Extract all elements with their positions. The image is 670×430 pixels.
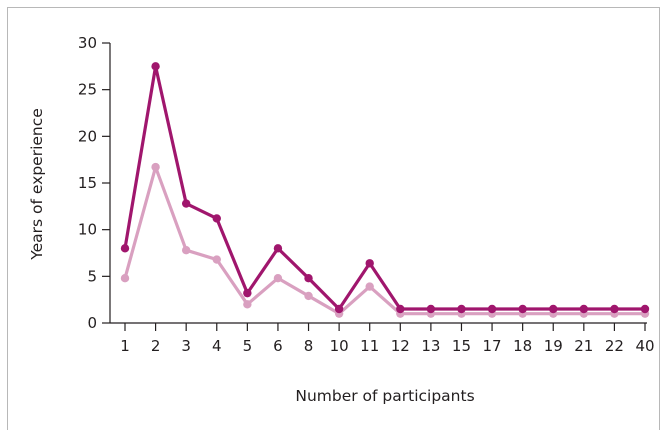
x-tick-label: 4: [212, 337, 222, 355]
y-tick-label: 30: [78, 34, 97, 52]
chart-frame: [7, 7, 660, 430]
data-point: [304, 274, 313, 283]
x-axis: 1 2 3 4 5 6 8 10 11 12 13 15 17 18 19 21 22 40: [110, 322, 655, 355]
data-point: [181, 246, 191, 255]
data-point: [518, 304, 527, 314]
x-axis-title: Number of participants: [295, 387, 474, 405]
y-tick-label: 10: [78, 221, 97, 239]
y-tick-label: 20: [78, 127, 97, 145]
data-point: [151, 162, 160, 172]
data-point: [579, 304, 589, 314]
x-tick-label: 10: [330, 337, 349, 355]
y-tick-label: 15: [78, 174, 97, 192]
y-tick-label: 25: [78, 81, 97, 99]
x-tick-label: 8: [304, 337, 314, 355]
series-2: [120, 162, 650, 318]
y-tick-label: 5: [87, 267, 97, 285]
x-tick-label: 21: [574, 337, 593, 355]
y-tick-label: 0: [87, 314, 97, 332]
y-axis: 0 5 10 15 20 25 30: [78, 34, 111, 332]
data-point: [610, 304, 619, 314]
series-1: [120, 62, 650, 314]
data-point: [396, 304, 405, 314]
x-tick-label: 11: [360, 337, 379, 355]
data-point: [304, 291, 313, 301]
series-line: [123, 64, 647, 311]
data-point: [457, 304, 466, 314]
x-tick-label: 40: [635, 337, 654, 355]
data-point: [181, 199, 191, 208]
x-tick-label: 18: [513, 337, 532, 355]
data-point: [120, 244, 130, 253]
data-point: [426, 304, 436, 314]
data-point: [549, 304, 558, 314]
data-point: [243, 288, 252, 298]
y-axis-title: Years of experience: [28, 108, 46, 261]
x-tick-label: 1: [120, 337, 130, 355]
x-tick-label: 2: [151, 337, 161, 355]
x-tick-label: 6: [273, 337, 283, 355]
series-line: [123, 165, 647, 316]
data-point: [212, 255, 221, 264]
data-point: [273, 244, 283, 253]
x-tick-label: 3: [181, 337, 191, 355]
data-point: [640, 304, 650, 314]
x-tick-label: 17: [483, 337, 502, 355]
data-point: [365, 282, 374, 291]
x-tick-label: 5: [243, 337, 253, 355]
x-tick-label: 19: [544, 337, 563, 355]
x-tick-label: 22: [605, 337, 624, 355]
x-tick-label: 15: [452, 337, 471, 355]
data-point: [212, 214, 221, 223]
x-tick-label: 12: [391, 337, 410, 355]
data-point: [151, 62, 160, 71]
data-point: [243, 300, 252, 309]
data-point: [273, 274, 283, 283]
data-point: [334, 304, 344, 314]
data-point: [120, 274, 130, 283]
x-tick-label: 13: [421, 337, 440, 355]
series-layer: [120, 62, 650, 318]
data-point: [487, 304, 497, 314]
data-point: [365, 259, 374, 268]
